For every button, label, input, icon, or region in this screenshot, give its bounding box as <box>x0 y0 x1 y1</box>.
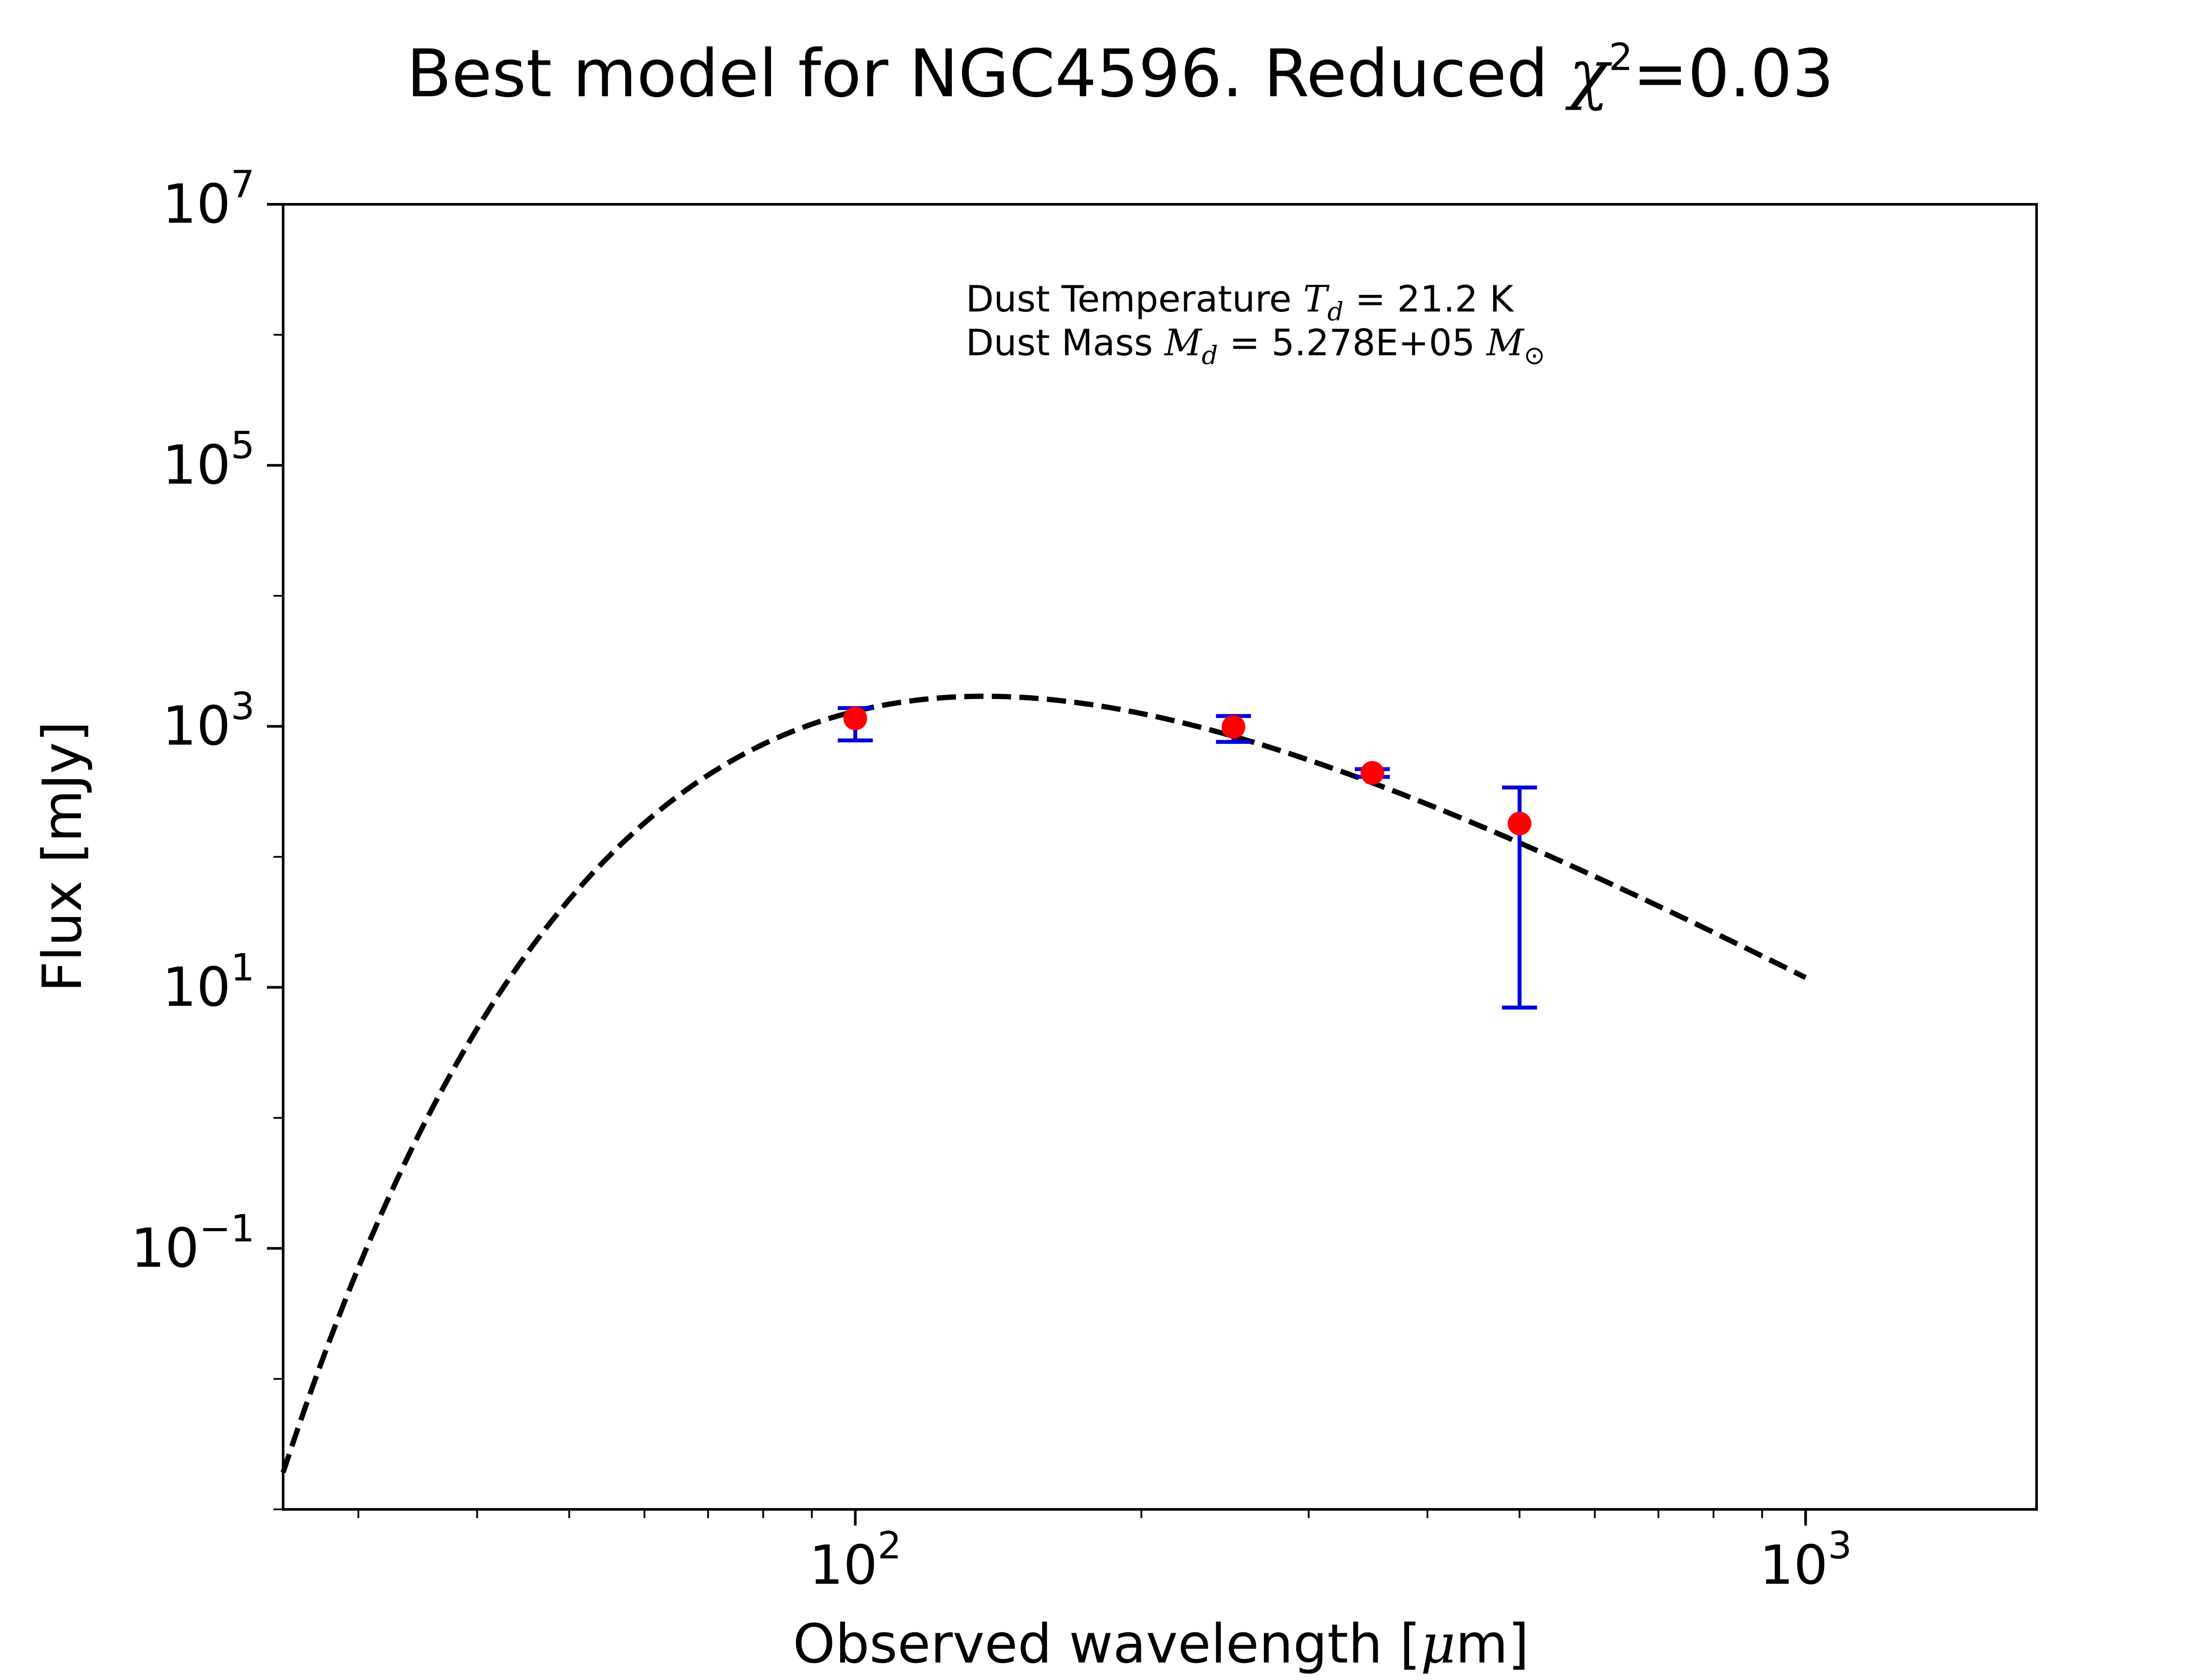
chart-title-chi-exponent: 2 <box>1609 35 1633 79</box>
annotation-mass-subscript: d <box>1202 340 1218 370</box>
y-tick-label-base: 10 <box>131 1217 200 1280</box>
annotation-temperature: Dust Temperature Td = 21.2 K <box>966 278 1515 326</box>
y-tick-label-base: 10 <box>162 695 231 758</box>
chart-title-chi: χ <box>1565 36 1613 112</box>
x-tick-label-exponent: 3 <box>1828 1524 1852 1568</box>
annotation-mass-symbol: M <box>1164 322 1203 364</box>
data-marker <box>1508 812 1532 836</box>
y-tick-label-base: 10 <box>162 173 231 236</box>
x-tick-label: 103 <box>1760 1524 1852 1597</box>
annotation-mass-unit-subscript: ⊙ <box>1524 340 1545 370</box>
data-point-4 <box>1502 785 1537 1010</box>
y-tick-label: 107 <box>162 163 255 236</box>
model-layer <box>281 693 1807 1474</box>
y-tick-label-exponent: 7 <box>231 163 255 206</box>
x-tick-label: 102 <box>809 1524 901 1597</box>
data-marker <box>1360 761 1385 785</box>
data-point-1 <box>838 706 873 742</box>
x-axis-label-mu: μ <box>1420 1613 1455 1676</box>
data-points <box>838 706 1537 1010</box>
y-axis-label: Flux [mJy] <box>32 721 94 992</box>
plot-frame <box>282 203 2038 1511</box>
y-tick-label-exponent: 3 <box>231 685 255 728</box>
x-tick-label-exponent: 2 <box>877 1524 901 1568</box>
annotation-mass-unit-symbol: M <box>1486 322 1525 364</box>
y-tick-label: 101 <box>162 946 255 1019</box>
annotation-mass-prefix: Dust Mass <box>966 322 1164 364</box>
y-tick-label-exponent: 5 <box>231 424 255 468</box>
x-axis: 102 103 <box>357 1509 1852 1597</box>
y-tick-label-base: 10 <box>162 434 231 497</box>
data-marker <box>843 707 867 731</box>
annotation-temperature-symbol: T <box>1303 278 1330 320</box>
y-tick-label-exponent: −1 <box>199 1207 255 1250</box>
data-marker <box>1221 715 1245 739</box>
data-point-3 <box>1355 761 1390 785</box>
data-point-2 <box>1216 714 1251 744</box>
x-tick-label-base: 10 <box>809 1534 878 1597</box>
annotation-mass-value: = 5.278E+05 <box>1218 322 1487 364</box>
chart-title-chi-value: =0.03 <box>1633 36 1834 112</box>
y-tick-label-exponent: 1 <box>231 946 255 990</box>
chart-title-main: Best model for NGC4596. Reduced <box>407 36 1569 112</box>
x-tick-label-base: 10 <box>1760 1534 1828 1597</box>
annotation-mass: Dust Mass Md = 5.278E+05 M⊙ <box>966 322 1545 370</box>
model-curve <box>281 693 1807 1474</box>
annotation-temperature-subscript: d <box>1327 297 1343 326</box>
y-tick-label-base: 10 <box>162 956 231 1019</box>
y-tick-label: 105 <box>162 424 255 497</box>
x-axis-label: Observed wavelength [μm] <box>793 1613 1529 1676</box>
annotation-temperature-prefix: Dust Temperature <box>966 278 1303 320</box>
x-axis-label-main: Observed wavelength [ <box>793 1613 1420 1676</box>
y-tick-label: 10−1 <box>131 1207 255 1280</box>
x-axis-label-unit: m] <box>1455 1613 1529 1676</box>
annotation-temperature-value: = 21.2 K <box>1343 278 1514 320</box>
y-tick-label: 103 <box>162 685 255 758</box>
chart-title: Best model for NGC4596. Reduced χ2=0.03 <box>407 35 1834 112</box>
